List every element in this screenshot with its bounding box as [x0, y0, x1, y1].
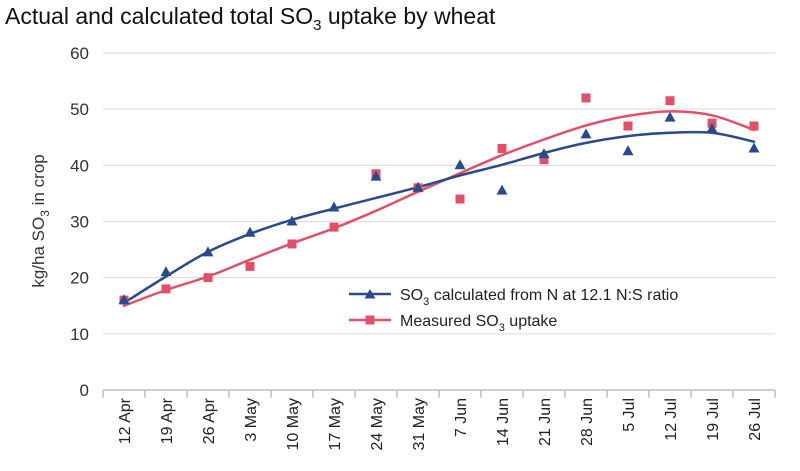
data-point-calculated	[454, 159, 466, 170]
x-tick-label: 31 May	[411, 398, 428, 450]
data-point-calculated	[118, 294, 130, 305]
y-tick-label: 40	[70, 156, 89, 175]
data-point-calculated	[160, 266, 172, 277]
x-tick-label: 19 Jul	[705, 398, 722, 441]
y-tick-label: 50	[70, 100, 89, 119]
legend-marker-measured	[365, 315, 375, 325]
y-tick-label: 30	[70, 213, 89, 232]
data-point-calculated	[286, 215, 298, 226]
data-point-calculated	[538, 148, 550, 159]
legend-label-measured: Measured SO3 uptake	[400, 313, 557, 334]
axis-layer: 0 10 20 30 40 50 60 12 Apr 19 Apr 26 Apr 3 May 10 M…	[70, 44, 776, 450]
x-tick-label: 17 May	[327, 398, 344, 450]
y-tick-label: 0	[80, 381, 89, 400]
data-point-measured	[665, 96, 675, 106]
x-tick-label: 26 Apr	[201, 397, 218, 444]
data-point-measured	[203, 273, 213, 283]
grid-layer	[103, 52, 775, 335]
x-tick-label: 3 May	[243, 398, 260, 442]
marker-layer	[118, 93, 760, 305]
legend: SO3 calculated from N at 12.1 N:S ratio …	[349, 287, 678, 334]
data-point-calculated	[748, 142, 760, 153]
y-tick-label: 20	[70, 269, 89, 288]
data-point-calculated	[202, 246, 214, 257]
y-axis-label: kg/ha SO3 in crop	[29, 154, 52, 287]
data-point-measured	[497, 143, 507, 153]
data-point-measured	[329, 222, 339, 232]
data-point-calculated	[664, 111, 676, 122]
x-tick-label: 12 Jul	[663, 398, 680, 441]
x-tick-label: 26 Jul	[747, 398, 764, 441]
y-tick-label: 10	[70, 325, 89, 344]
data-point-calculated	[370, 170, 382, 181]
x-tick-label: 10 May	[285, 398, 302, 450]
data-point-calculated	[412, 181, 424, 192]
x-tick-label: 24 May	[369, 398, 386, 450]
data-point-measured	[749, 121, 759, 131]
data-point-measured	[455, 194, 465, 204]
x-tick-label: 5 Jul	[621, 398, 638, 432]
legend-label-calculated: SO3 calculated from N at 12.1 N:S ratio	[400, 287, 678, 308]
x-tick-label: 12 Apr	[117, 397, 134, 444]
x-tick-label: 28 Jun	[579, 398, 596, 446]
data-point-measured	[581, 93, 591, 103]
trend-layer	[122, 110, 756, 308]
data-point-calculated	[706, 122, 718, 133]
trend-line-measured	[122, 110, 756, 308]
y-tick-label: 60	[70, 44, 89, 63]
data-point-calculated	[244, 226, 256, 237]
data-point-calculated	[328, 201, 340, 212]
data-point-measured	[245, 261, 255, 271]
x-tick-label: 19 Apr	[159, 397, 176, 444]
data-point-measured	[623, 121, 633, 131]
data-point-measured	[287, 239, 297, 249]
data-point-measured	[161, 284, 171, 294]
x-tick-label: 14 Jun	[495, 398, 512, 446]
legend-marker-calculated	[364, 289, 376, 299]
x-tick-label: 7 Jun	[453, 398, 470, 437]
data-point-calculated	[580, 128, 592, 139]
data-point-calculated	[622, 145, 634, 156]
trend-line-calculated	[122, 130, 756, 305]
chart-title: Actual and calculated total SO3 uptake b…	[5, 3, 496, 34]
data-point-calculated	[496, 184, 508, 195]
data-point-measured	[539, 155, 549, 165]
x-tick-label: 21 Jun	[537, 398, 554, 446]
